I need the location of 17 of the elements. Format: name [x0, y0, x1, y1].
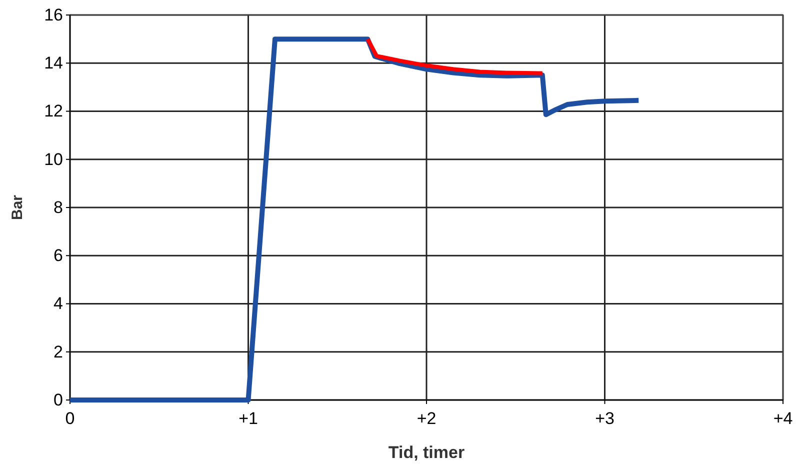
y-tick-label: 16: [44, 5, 63, 24]
x-tick-label: +3: [595, 409, 614, 428]
x-axis-title: Tid, timer: [388, 443, 465, 462]
y-tick-label: 0: [54, 390, 63, 410]
y-tick-label: 12: [44, 102, 63, 121]
x-tick-label: +1: [238, 409, 258, 428]
y-axis-title: Bar: [9, 194, 26, 220]
y-tick-label: 10: [44, 150, 63, 169]
y-tick-label: 14: [44, 54, 63, 73]
y-tick-label: 4: [54, 294, 63, 314]
x-tick-label: +4: [773, 409, 793, 428]
x-tick-label: +2: [416, 409, 436, 428]
y-tick-label: 8: [54, 198, 63, 217]
y-tick-label: 2: [54, 342, 63, 362]
y-tick-label: 6: [54, 246, 63, 266]
x-tick-label: 0: [65, 409, 75, 428]
line-series: [366, 37, 544, 76]
